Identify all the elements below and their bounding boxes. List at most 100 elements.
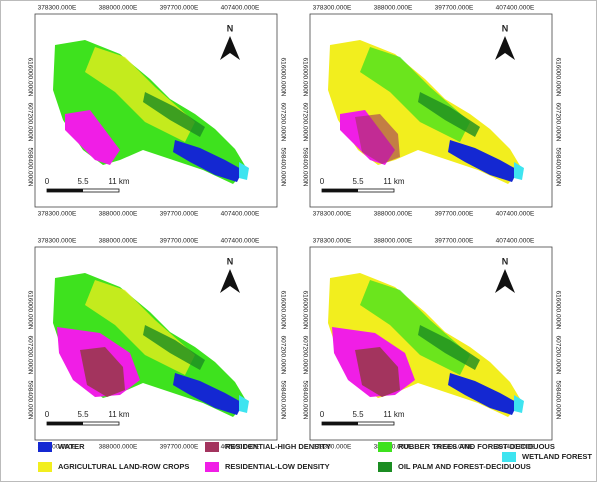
scale-label: 5.5 [77,410,89,419]
land-area [239,395,249,413]
coord-label: 607200.000N [301,102,308,141]
coord-label: 407400.000E [496,211,535,218]
scale-label: 0 [45,410,50,419]
coord-label: 388000.000E [374,444,413,451]
north-label: N [502,23,509,33]
legend-label: RUBBER TREES AND FOREST-DECIDUOUS [398,442,555,451]
map-panel: 378300.000E 388000.000E 397700.000E 407400.… [301,238,561,451]
coord-label: 616000.000N [279,57,286,96]
legend-label: WATER [58,442,85,451]
land-area [173,373,243,415]
coord-label: 378300.000E [38,211,77,218]
land-area [448,140,518,182]
north-label: N [502,256,509,266]
land-area [514,162,524,180]
land-area [355,347,400,397]
land-area [80,347,125,397]
coord-label: 407400.000E [221,444,260,451]
land-area [448,373,518,415]
coord-label: 378300.000E [313,238,352,245]
coord-label: 598400.000N [554,147,561,186]
legend-swatch [378,442,392,452]
coord-label: 616000.000N [301,57,308,96]
coord-label: 598400.000N [301,147,308,186]
coord-label: 407400.000E [496,444,535,451]
map-panel: 378300.000E 388000.000E 397700.000E 407400.… [26,5,286,218]
coord-label: 607200.000N [26,102,33,141]
north-arrow [495,36,515,60]
coord-label: 397700.000E [160,444,199,451]
scale-label: 11 km [383,177,405,186]
coord-label: 388000.000E [99,211,138,218]
coord-label: 598400.000N [301,380,308,419]
coord-label: 388000.000E [374,238,413,245]
scale-label: 5.5 [77,177,89,186]
coord-label: 397700.000E [160,5,199,12]
coord-label: 616000.000N [279,290,286,329]
coord-label: 407400.000E [496,238,535,245]
coord-label: 378300.000E [313,211,352,218]
coord-label: 607200.000N [301,335,308,374]
scale-label: 0 [320,177,325,186]
map-panel: 378300.000E 388000.000E 397700.000E 407400.… [26,238,286,451]
scale-label: 5.5 [352,410,364,419]
coord-label: 388000.000E [374,5,413,12]
scale-label: 0 [45,177,50,186]
north-label: N [227,23,234,33]
coord-label: 598400.000N [279,147,286,186]
land-area [514,395,524,413]
coord-label: 378300.000E [313,5,352,12]
coord-label: 607200.000N [554,102,561,141]
coord-label: 407400.000E [496,5,535,12]
coord-label: 388000.000E [99,5,138,12]
land-area [355,114,400,164]
land-area [418,325,480,370]
coord-label: 607200.000N [26,335,33,374]
coord-label: 616000.000N [554,290,561,329]
scale-label: 0 [320,410,325,419]
coord-label: 378300.000E [38,238,77,245]
scale-bar [322,189,358,192]
coord-label: 598400.000N [26,380,33,419]
coord-label: 397700.000E [435,211,474,218]
north-arrow [495,269,515,293]
coord-label: 397700.000E [160,211,199,218]
coord-label: 607200.000N [279,102,286,141]
coord-label: 388000.000E [99,444,138,451]
north-arrow [220,269,240,293]
coord-label: 607200.000N [279,335,286,374]
legend-label: RESIDENTIAL-HIGH DENSITY [225,442,331,451]
map-panel: 378300.000E 388000.000E 397700.000E 407400.… [301,5,561,218]
scale-label: 11 km [383,410,405,419]
coord-label: 616000.000N [26,290,33,329]
legend-label: AGRICULTURAL LAND-ROW CROPS [58,462,189,471]
scale-label: 11 km [108,410,130,419]
legend-label: OIL PALM AND FOREST-DECIDUOUS [398,462,531,471]
legend-swatch [502,452,516,462]
coord-label: 388000.000E [99,238,138,245]
coord-label: 607200.000N [554,335,561,374]
north-label: N [227,256,234,266]
coord-label: 616000.000N [26,57,33,96]
coord-label: 598400.000N [554,380,561,419]
legend-swatch [38,462,52,472]
land-area [143,325,205,370]
coord-label: 388000.000E [374,211,413,218]
land-area [65,110,120,165]
legend-swatch [205,462,219,472]
coord-label: 598400.000N [26,147,33,186]
scale-bar [47,189,83,192]
legend-label: WETLAND FOREST [522,452,592,461]
scale-label: 11 km [108,177,130,186]
coord-label: 598400.000N [279,380,286,419]
coord-label: 407400.000E [221,238,260,245]
coord-label: 378300.000E [313,444,352,451]
legend-label: RESIDENTIAL-LOW DENSITY [225,462,330,471]
legend-swatch [378,462,392,472]
legend-swatch [38,442,52,452]
coord-label: 397700.000E [435,238,474,245]
scale-bar [322,422,358,425]
coord-label: 616000.000N [301,290,308,329]
legend-swatch [205,442,219,452]
